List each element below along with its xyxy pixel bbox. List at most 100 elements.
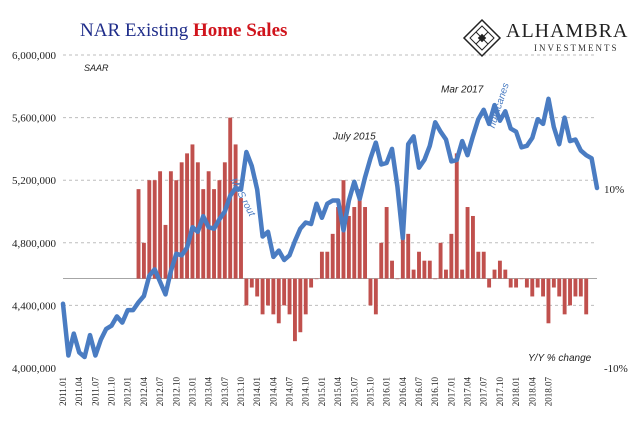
yoy-bar [314,278,319,280]
yoy-bar [303,278,308,315]
yoy-bar [427,260,432,279]
yoy-bar [503,269,508,279]
yoy-bar [470,215,475,279]
yoy-bar [357,189,362,279]
yoy-bar [298,278,303,333]
yoy-bar [158,171,163,279]
yoy-bar [239,198,243,279]
x-tick-label: 2015.01 [317,377,327,406]
x-tick-label: 2012.04 [139,377,149,407]
yoy-bar [557,278,562,297]
yoy-bar [573,278,578,297]
yoy-bar [179,162,184,279]
yoy-bar [487,278,492,288]
yoy-bar [212,189,216,279]
yoy-bar [460,269,465,279]
yoy-bar [276,278,281,324]
yoy-bar [449,233,454,279]
yoy-bar [147,180,152,279]
yoy-bar [363,207,368,279]
yoy-bar [271,278,276,315]
left-tick-label: 4,000,000 [12,363,57,375]
yoy-bar [530,278,535,297]
x-tick-label: 2018.04 [527,377,537,407]
yoy-bar [309,278,314,288]
brand-name: ALHAMBRA [506,20,629,42]
yoy-bar [330,233,335,279]
x-tick-label: 2016.04 [398,377,408,407]
yoy-bar [282,278,287,306]
chart-title: NAR Existing Home Sales [80,20,287,42]
yoy-bar [260,278,265,315]
yoy-bar [519,278,524,280]
yoy-bar [174,180,179,279]
x-tick-label: 2011.07 [90,377,100,406]
yoy-bar [352,207,357,279]
x-tick-label: 2013.07 [220,377,230,407]
title-part-1: NAR Existing [80,20,193,41]
left-tick-label: 5,200,000 [12,175,57,187]
yoy-bar [481,251,486,279]
x-tick-label: 2014.10 [301,377,311,407]
yoy-bar [152,180,157,279]
left-tick-label: 6,000,000 [12,50,57,62]
yoy-bar [524,278,529,288]
x-tick-label: 2016.10 [430,377,440,407]
yoy-bar [379,242,384,279]
yoy-bar [395,278,400,280]
yoy-bar [136,189,141,279]
yoy-bars [136,117,589,342]
yoy-bar [562,278,567,315]
x-tick-label: 2015.04 [333,377,343,407]
yoy-bar [578,278,583,297]
yoy-bar [266,278,270,306]
yoy-bar [373,278,378,315]
x-tick-label: 2016.01 [382,377,392,406]
yoy-bar [411,269,416,279]
x-tick-label: 2017.07 [479,377,489,407]
yoy-bar [190,144,195,279]
x-tick-label: 2014.01 [252,377,262,406]
x-tick-label: 2013.01 [187,377,197,406]
left-tick-label: 5,600,000 [12,113,57,125]
x-tick-label: 2012.07 [155,377,165,407]
yoy-bar [185,153,190,279]
yoy-bar [454,153,459,279]
left-axis: 4,000,000 4,400,000 4,800,000 5,200,000 5,60… [12,50,57,375]
yoy-bar [514,278,519,288]
title-part-2: Home Sales [192,20,288,41]
x-tick-label: 2015.10 [365,377,375,407]
yoy-bar [195,162,200,279]
yoy-bar [168,171,173,279]
diamond-logo-icon [462,18,502,58]
yoy-bar [292,278,297,342]
right-tick-label: -10% [604,363,628,375]
x-tick-label: 2011.01 [58,377,68,406]
brand-logo: ALHAMBRA INVESTMENTS [462,18,634,58]
yoy-bar [336,207,341,279]
yoy-bar [400,224,405,279]
right-axis: 10% -10% [604,184,628,375]
yoy-bar [325,251,330,279]
yoy-bar [406,233,411,279]
yoy-bar [141,242,146,279]
yoy-bar [541,278,546,297]
yoy-bar [438,242,443,279]
yoy-bar [346,215,351,279]
yoy-bar [433,278,438,280]
x-tick-label: 2017.01 [446,377,456,406]
yoy-bar [492,269,497,279]
right-tick-label: 10% [604,184,624,196]
x-tick-label: 2014.07 [285,377,295,407]
left-tick-label: 4,800,000 [12,238,57,250]
annotation-label: Mar 2017 [441,85,484,96]
sales-line [60,96,600,360]
yoy-bar [476,251,481,279]
x-tick-label: 2018.07 [543,377,553,407]
yoy-bar [568,278,572,306]
x-tick-label: 2011.04 [74,377,84,406]
yoy-bar [222,162,227,279]
x-tick-label: 2015.07 [349,377,359,407]
x-tick-label: 2018.01 [511,377,521,406]
